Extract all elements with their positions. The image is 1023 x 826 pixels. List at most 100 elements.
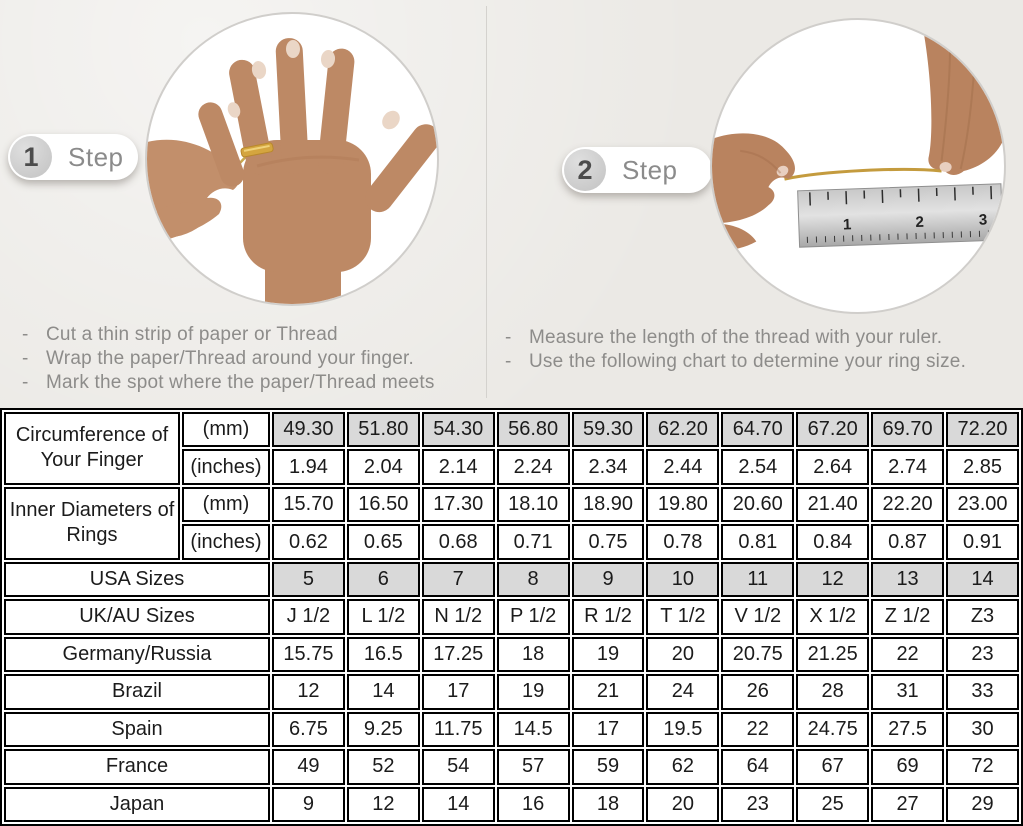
chart-cell: 27.5 bbox=[871, 711, 945, 748]
chart-cell: 21 bbox=[571, 674, 645, 710]
chart-cell: 64.70 bbox=[721, 412, 795, 448]
hand-with-ring-illustration bbox=[147, 38, 437, 304]
row-label: Germany/Russia bbox=[4, 636, 270, 673]
instruction-line: - Use the following chart to determine yo… bbox=[505, 351, 967, 372]
chart-cell: V 1/2 bbox=[721, 599, 795, 635]
chart-cell: 62 bbox=[646, 749, 720, 785]
chart-cell: 11.75 bbox=[421, 711, 495, 748]
chart-cell: 14 bbox=[421, 786, 495, 822]
main-hand-icon bbox=[198, 38, 437, 304]
chart-cell: 2.04 bbox=[346, 449, 420, 485]
chart-row: Germany/Russia 15.75 16.5 17.25 18 19 20 20.75 2… bbox=[4, 636, 1019, 673]
chart-cell: 21.25 bbox=[796, 636, 870, 673]
chart-cell: 17.25 bbox=[421, 636, 495, 673]
chart-cell: 9 bbox=[571, 561, 645, 598]
ruler-number: 1 bbox=[843, 216, 852, 233]
chart-cell: 59.30 bbox=[571, 412, 645, 448]
chart-row: Spain 6.75 9.25 11.75 14.5 17 19.5 22 24.75 27.5 3… bbox=[4, 711, 1019, 748]
chart-cell: 13 bbox=[871, 561, 945, 598]
chart-cell: Z 1/2 bbox=[871, 599, 945, 635]
chart-cell: 19 bbox=[496, 674, 570, 710]
chart-cell: 22 bbox=[871, 636, 945, 673]
chart-cell: 72.20 bbox=[946, 412, 1019, 448]
ruler-icon: 1 2 3 bbox=[797, 183, 1004, 248]
chart-cell: 30 bbox=[946, 711, 1019, 748]
chart-cell: R 1/2 bbox=[571, 599, 645, 635]
chart-cell: 67 bbox=[796, 749, 870, 785]
row-label: UK/AU Sizes bbox=[4, 599, 270, 635]
chart-cell: 2.54 bbox=[721, 449, 795, 485]
chart-cell: 11 bbox=[721, 561, 795, 598]
chart-cell: 6 bbox=[346, 561, 420, 598]
step-number-badge: 2 bbox=[564, 149, 606, 191]
chart-cell: 9.25 bbox=[346, 711, 420, 748]
chart-cell: 54 bbox=[421, 749, 495, 785]
chart-cell: 25 bbox=[796, 786, 870, 822]
chart-cell: 16.5 bbox=[346, 636, 420, 673]
chart-cell: 16 bbox=[496, 786, 570, 822]
chart-cell: 16.50 bbox=[346, 486, 420, 523]
chart-cell: 56.80 bbox=[496, 412, 570, 448]
chart-cell: 17 bbox=[421, 674, 495, 710]
chart-cell: 19.80 bbox=[646, 486, 720, 523]
chart-cell: 1.94 bbox=[272, 449, 345, 485]
unit-label: (mm) bbox=[182, 412, 270, 448]
chart-cell: 0.84 bbox=[796, 524, 870, 560]
chart-cell: 51.80 bbox=[346, 412, 420, 448]
chart-cell: 17 bbox=[571, 711, 645, 748]
chart-cell: 21.40 bbox=[796, 486, 870, 523]
chart-cell: 20.75 bbox=[721, 636, 795, 673]
chart-row: (inches) 1.94 2.04 2.14 2.24 2.34 2.44 2.54 2.64… bbox=[4, 449, 1019, 485]
unit-label: (mm) bbox=[182, 486, 270, 523]
chart-cell: 52 bbox=[346, 749, 420, 785]
chart-cell: 20 bbox=[646, 786, 720, 822]
chart-row: (inches) 0.62 0.65 0.68 0.71 0.75 0.78 0.81 0.84… bbox=[4, 524, 1019, 560]
chart-row: Brazil 12 14 17 19 21 24 26 28 31 33 bbox=[4, 674, 1019, 710]
instruction-line: - Wrap the paper/Thread around your finge… bbox=[22, 348, 415, 369]
instructions-section: 1 Step - Cut a thin strip of paper or Thr… bbox=[0, 0, 1023, 408]
chart-cell: 17.30 bbox=[421, 486, 495, 523]
chart-cell: 0.78 bbox=[646, 524, 720, 560]
instruction-line: - Measure the length of the thread with y… bbox=[505, 327, 943, 348]
chart-cell: 12 bbox=[796, 561, 870, 598]
chart-cell: 12 bbox=[272, 674, 345, 710]
chart-cell: 22.20 bbox=[871, 486, 945, 523]
chart-cell: 23 bbox=[721, 786, 795, 822]
row-label: Japan bbox=[4, 786, 270, 822]
chart-cell: 64 bbox=[721, 749, 795, 785]
row-label: USA Sizes bbox=[4, 561, 270, 598]
chart-cell: 49.30 bbox=[272, 412, 345, 448]
step2-instructions: - Measure the length of the thread with y… bbox=[505, 326, 966, 374]
chart-cell: 2.44 bbox=[646, 449, 720, 485]
row-label: Spain bbox=[4, 711, 270, 748]
chart-cell: 33 bbox=[946, 674, 1019, 710]
chart-cell: 49 bbox=[272, 749, 345, 785]
step-label: Step bbox=[68, 141, 124, 172]
chart-cell: Z3 bbox=[946, 599, 1019, 635]
chart-cell: 28 bbox=[796, 674, 870, 710]
chart-cell: 31 bbox=[871, 674, 945, 710]
chart-row: UK/AU Sizes J 1/2 L 1/2 N 1/2 P 1/2 R 1/2 T 1/… bbox=[4, 599, 1019, 635]
chart-cell: 15.70 bbox=[272, 486, 345, 523]
size-chart-table: Circumference of Your Finger (mm) 49.30 51.… bbox=[0, 408, 1023, 826]
section-divider bbox=[486, 6, 487, 398]
chart-cell: 57 bbox=[496, 749, 570, 785]
row-group-label: Inner Diameters of Rings bbox=[4, 486, 180, 560]
row-label: Brazil bbox=[4, 674, 270, 710]
fingernails-icon bbox=[227, 40, 400, 130]
chart-cell: 24 bbox=[646, 674, 720, 710]
chart-cell: N 1/2 bbox=[421, 599, 495, 635]
chart-cell: 18.90 bbox=[571, 486, 645, 523]
chart-cell: P 1/2 bbox=[496, 599, 570, 635]
chart-cell: 12 bbox=[346, 786, 420, 822]
chart-cell: 2.24 bbox=[496, 449, 570, 485]
ruler-number: 2 bbox=[915, 214, 924, 231]
chart-cell: 27 bbox=[871, 786, 945, 822]
chart-cell: 0.91 bbox=[946, 524, 1019, 560]
right-hand-icon bbox=[921, 20, 1004, 176]
step1-instructions: - Cut a thin strip of paper or Thread - Wra… bbox=[22, 323, 435, 395]
chart-cell: 2.64 bbox=[796, 449, 870, 485]
ruler-number: 3 bbox=[979, 211, 988, 228]
chart-cell: J 1/2 bbox=[272, 599, 345, 635]
